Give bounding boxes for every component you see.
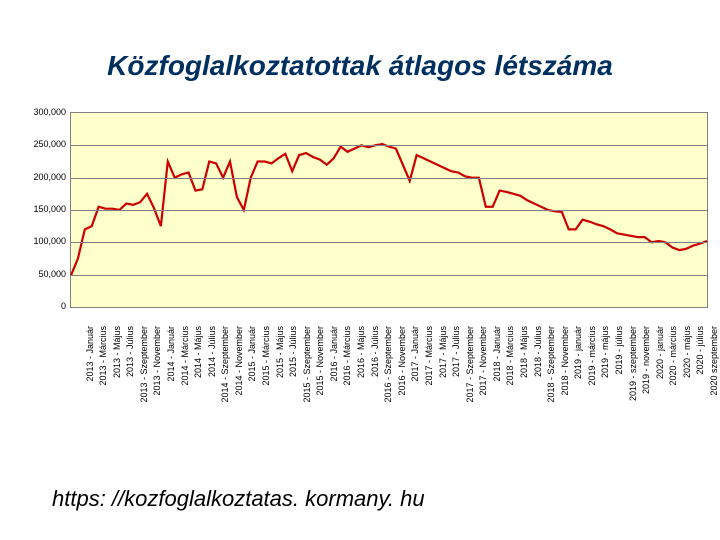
x-tick-label: 2015 - Július [287, 326, 301, 377]
x-tick-label: 2016 - Május [355, 326, 369, 378]
x-tick-label: 2014 - Július [206, 326, 220, 377]
x-tick-label: 2018 - Július [532, 326, 546, 377]
x-tick-label: 2018 - Május [518, 326, 532, 378]
y-tick-label: 150,000 [18, 204, 66, 214]
gridline [71, 210, 707, 211]
x-tick-label: 2014 - Január [165, 326, 179, 382]
x-tick-label: 2018 - November [559, 326, 573, 396]
chart-container: 050,000100,000150,000200,000250,000300,0… [18, 112, 708, 322]
x-tick-label: 2018 - Január [491, 326, 505, 382]
x-tick-label: 2016 - Január [328, 326, 342, 382]
x-tick-label: 2016 - Július [369, 326, 383, 377]
x-tick-label: 2020 - május [681, 326, 695, 378]
x-tick-label: 2016 - Március [341, 326, 355, 386]
x-tick-label: 2013 - Július [124, 326, 138, 377]
y-tick-label: 200,000 [18, 172, 66, 182]
x-tick-label: 2015 - Március [260, 326, 274, 386]
x-axis-labels: 2013 - Január2013 - Március2013 - Május2… [70, 326, 708, 506]
x-tick-label: 2017 - November [477, 326, 491, 396]
chart-title: Közfoglalkoztatottak átlagos létszáma [0, 50, 720, 82]
x-tick-label: 2013 - Szeptember [138, 326, 152, 403]
x-tick-label: 2014 - Május [192, 326, 206, 378]
source-url: https: //kozfoglalkoztatas. kormany. hu [52, 486, 425, 512]
plot-area [70, 112, 708, 308]
y-tick-label: 250,000 [18, 139, 66, 149]
x-tick-label: 2019 - július [613, 326, 627, 375]
x-tick-label: 2015 - November [314, 326, 328, 396]
x-tick-label: 2020 - július [694, 326, 708, 375]
gridline [71, 178, 707, 179]
gridline [71, 145, 707, 146]
x-tick-label: 2019 - november [640, 326, 654, 394]
x-tick-label: 2013 - Március [97, 326, 111, 386]
x-tick-label: 2020 szeptember [708, 326, 720, 396]
x-tick-label: 2017 - Március [423, 326, 437, 386]
x-tick-label: 2018 - Március [504, 326, 518, 386]
x-tick-label: 2015 - Május [274, 326, 288, 378]
x-tick-label: 2015 - Szeptember [301, 326, 315, 403]
x-tick-label: 2017 - Május [437, 326, 451, 378]
y-tick-label: 0 [18, 301, 66, 311]
x-tick-label: 2019 - január [572, 326, 586, 379]
x-tick-label: 2013 - November [151, 326, 165, 396]
gridline [71, 275, 707, 276]
x-tick-label: 2015 - Január [246, 326, 260, 382]
x-tick-label: 2019 - szeptember [627, 326, 641, 401]
x-tick-label: 2017 - Január [409, 326, 423, 382]
y-tick-label: 100,000 [18, 236, 66, 246]
y-tick-label: 50,000 [18, 269, 66, 279]
x-tick-label: 2017 - Szeptember [464, 326, 478, 403]
x-tick-label: 2017 - Július [450, 326, 464, 377]
x-tick-label: 2014 - Március [179, 326, 193, 386]
y-tick-label: 300,000 [18, 107, 66, 117]
x-tick-label: 2018 - Szeptember [545, 326, 559, 403]
x-tick-label: 2019 - május [599, 326, 613, 378]
x-tick-label: 2013 - Május [111, 326, 125, 378]
x-tick-label: 2016 - Szeptember [382, 326, 396, 403]
slide: Közfoglalkoztatottak átlagos létszáma 0 5… [0, 0, 720, 540]
x-tick-label: 2020 - január [654, 326, 668, 379]
x-tick-label: 2019 - március [586, 326, 600, 386]
x-tick-label: 2016 - November [396, 326, 410, 396]
x-tick-label: 2020 - március [667, 326, 681, 386]
x-tick-label: 2014 - November [233, 326, 247, 396]
x-tick-label: 2013 - Január [84, 326, 98, 382]
x-tick-label: 2014 - Szeptember [219, 326, 233, 403]
gridline [71, 242, 707, 243]
